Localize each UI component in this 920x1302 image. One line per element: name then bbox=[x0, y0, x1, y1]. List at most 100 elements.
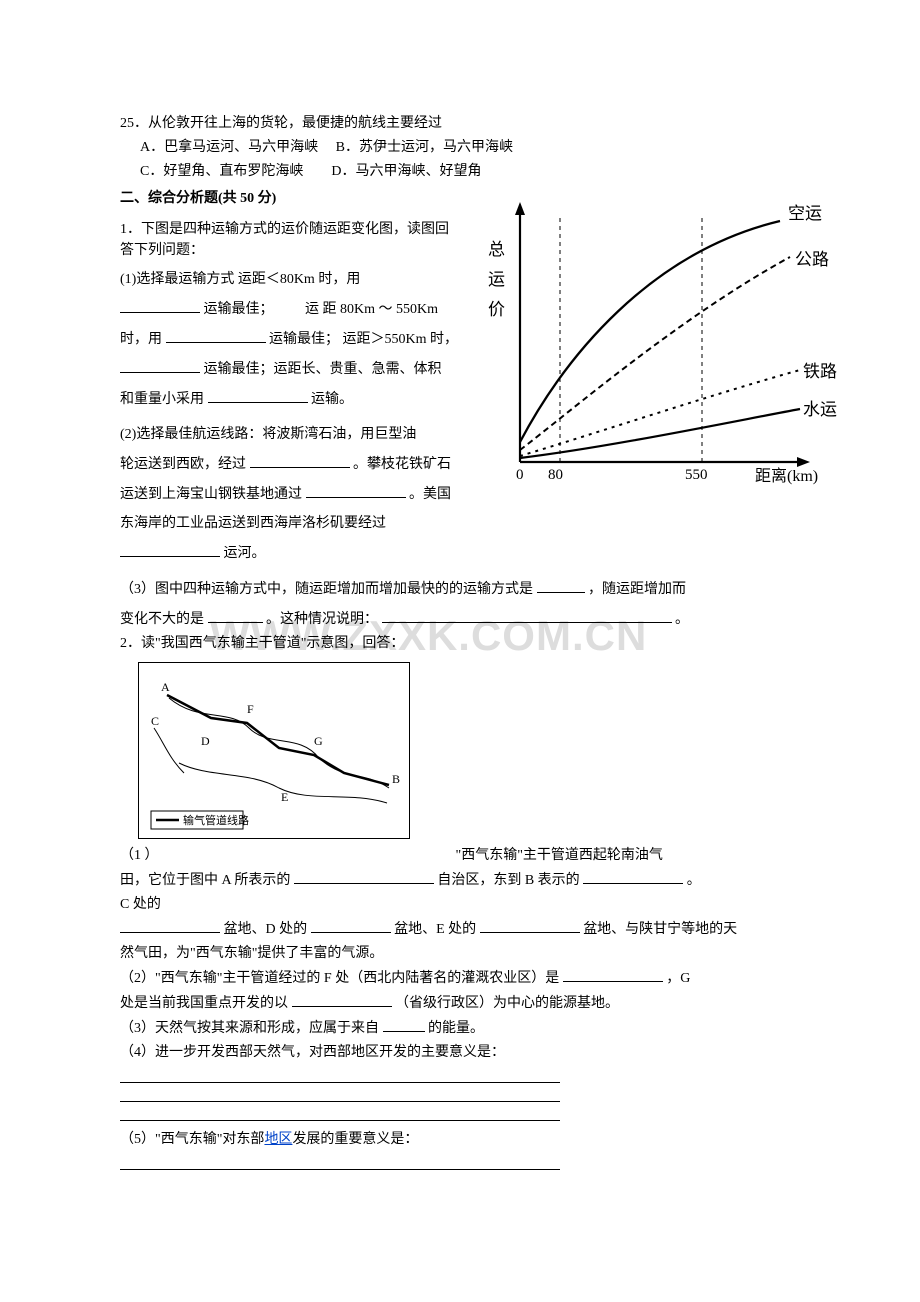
q2-p5: （5）"西气东输"对东部地区发展的重要意义是： bbox=[120, 1129, 810, 1150]
text: （省级行政区）为中心的能源基地。 bbox=[395, 996, 619, 1011]
text: 运输最佳； bbox=[204, 302, 274, 317]
text: 自治区，东到 B 表示的 bbox=[437, 873, 579, 888]
blank-row bbox=[120, 1153, 560, 1170]
q2-p1a: （1 ） "西气东输"主干管道西起轮南油气 bbox=[120, 845, 810, 866]
label-road: 公路 bbox=[795, 250, 829, 269]
pipeline-map: A B C D E F G 输气管道线路 bbox=[138, 662, 410, 839]
text: 运河。 bbox=[224, 546, 266, 561]
text: （5）"西气东输"对东部 bbox=[120, 1132, 264, 1147]
blank bbox=[166, 328, 266, 343]
q25-opt-d: D．马六甲海峡、好望角 bbox=[331, 164, 481, 179]
blank bbox=[120, 358, 200, 373]
svg-text:E: E bbox=[281, 790, 288, 804]
label-air: 空运 bbox=[788, 204, 822, 223]
blank bbox=[250, 453, 350, 468]
text: 盆地、E 处的 bbox=[394, 922, 476, 937]
q1-p2a: (2)选择最佳航运线路：将波斯湾石油，用巨型油 bbox=[120, 424, 460, 445]
text: （1 ） bbox=[120, 848, 159, 863]
q2-p2a: （2）"西气东输"主干管道经过的 F 处（西北内陆著名的灌溉农业区）是 ，G bbox=[120, 967, 810, 989]
q2-layout: A B C D E F G 输气管道线路 （1 ） "西气东输"主干管道西起轮南… bbox=[120, 662, 810, 1170]
blank bbox=[537, 578, 585, 593]
blank bbox=[311, 918, 391, 933]
text: 。 bbox=[687, 873, 701, 888]
svg-text:B: B bbox=[392, 772, 400, 786]
label-water: 水运 bbox=[803, 400, 837, 419]
q2-p1b: 田，它位于图中 A 所表示的 自治区，东到 B 表示的 。 bbox=[120, 869, 810, 891]
series-air bbox=[520, 221, 780, 442]
svg-text:F: F bbox=[247, 702, 254, 716]
q2-p1c: C 处的 bbox=[120, 894, 810, 915]
y-label-1: 总 bbox=[488, 240, 505, 259]
blank bbox=[306, 483, 406, 498]
blank-row bbox=[120, 1104, 560, 1121]
svg-text:D: D bbox=[201, 734, 210, 748]
q25-row2: C．好望角、直布罗陀海峡 D．马六甲海峡、好望角 bbox=[140, 161, 810, 182]
q2-p2b: 处是当前我国重点开发的以 （省级行政区）为中心的能源基地。 bbox=[120, 992, 810, 1014]
blank bbox=[294, 869, 434, 884]
q25-opt-b: B．苏伊士运河，马六甲海峡 bbox=[336, 140, 513, 155]
text: 发展的重要意义是： bbox=[292, 1132, 418, 1147]
x-axis-label: 距离(km) bbox=[755, 467, 818, 485]
blank bbox=[120, 542, 220, 557]
blank bbox=[382, 608, 672, 623]
y-label-2: 运 bbox=[488, 270, 505, 289]
q25-opt-a: A．巴拿马运河、马六甲海峡 bbox=[140, 140, 318, 155]
text: "西气东输"主干管道西起轮南油气 bbox=[456, 848, 663, 863]
text: （3）天然气按其来源和形成，应属于来自 bbox=[120, 1021, 379, 1036]
xtick-80: 80 bbox=[548, 467, 563, 483]
q1-p1d: 运输最佳；运距长、贵重、急需、体积 bbox=[120, 358, 460, 380]
q1-p2e: 运河。 bbox=[120, 542, 460, 564]
text: 运送到上海宝山钢铁基地通过 bbox=[120, 487, 302, 502]
svg-text:G: G bbox=[314, 734, 323, 748]
q1-p2d: 东海岸的工业品运送到西海岸洛杉矶要经过 bbox=[120, 513, 460, 534]
text: 变化不大的是 bbox=[120, 612, 204, 627]
text: 。美国 bbox=[409, 487, 451, 502]
text: 。 bbox=[675, 612, 689, 627]
question-1: 0 80 550 距离(km) 总 运 价 空运 公路 铁路 bbox=[120, 219, 810, 630]
q2-p1d: 盆地、D 处的 盆地、E 处的 盆地、与陕甘宁等地的天 bbox=[120, 918, 810, 940]
blank-row bbox=[120, 1066, 560, 1083]
q1-p3b: 变化不大的是 。这种情况说明： 。 bbox=[120, 608, 810, 630]
text: 轮运送到西欧，经过 bbox=[120, 457, 246, 472]
blank bbox=[480, 918, 580, 933]
text: 盆地、与陕甘宁等地的天 bbox=[583, 922, 737, 937]
text: 运输最佳；运距长、贵重、急需、体积 bbox=[204, 362, 442, 377]
q25-stem: 25．从伦敦开往上海的货轮，最便捷的航线主要经过 bbox=[120, 113, 810, 134]
text: 田，它位于图中 A 所表示的 bbox=[120, 873, 290, 888]
text: 的能量。 bbox=[428, 1021, 484, 1036]
label-rail: 铁路 bbox=[803, 362, 837, 381]
text: （3）图中四种运输方式中，随运距增加而增加最快的的运输方式是 bbox=[120, 582, 533, 597]
series-rail bbox=[520, 370, 800, 456]
q1-p1a: (1)选择最运输方式 运距＜80Km 时，用 bbox=[120, 269, 460, 290]
q2-p4: （4）进一步开发西部天然气，对西部地区开发的主要意义是： bbox=[120, 1042, 810, 1063]
svg-text:C: C bbox=[151, 714, 159, 728]
blank bbox=[120, 918, 220, 933]
q1-p2c: 运送到上海宝山钢铁基地通过 。美国 bbox=[120, 483, 460, 505]
blank bbox=[563, 967, 663, 982]
text: 盆地、D 处的 bbox=[224, 922, 308, 937]
text: 运输最佳； 运距＞550Km 时， bbox=[269, 332, 458, 347]
text: 运 距 80Km ～ 550Km bbox=[305, 302, 438, 317]
blank bbox=[383, 1017, 425, 1032]
blank-row bbox=[120, 1085, 560, 1102]
q1-p3a: （3）图中四种运输方式中，随运距增加而增加最快的的运输方式是 ，随运距增加而 bbox=[120, 578, 810, 600]
question-25: 25．从伦敦开往上海的货轮，最便捷的航线主要经过 A．巴拿马运河、马六甲海峡 B… bbox=[120, 113, 810, 182]
freight-cost-chart: 0 80 550 距离(km) 总 运 价 空运 公路 铁路 bbox=[470, 197, 840, 497]
blank bbox=[120, 298, 200, 313]
blank bbox=[583, 869, 683, 884]
xtick-0: 0 bbox=[516, 467, 524, 483]
q1-intro: 1．下图是四种运输方式的运价随运距变化图，读图回答下列问题： bbox=[120, 219, 460, 261]
q1-p2b: 轮运送到西欧，经过 。攀枝花铁矿石 bbox=[120, 453, 460, 475]
blank bbox=[208, 388, 308, 403]
q1-p1c: 时，用 运输最佳； 运距＞550Km 时， bbox=[120, 328, 460, 350]
text: 处是当前我国重点开发的以 bbox=[120, 996, 288, 1011]
text: 运输。 bbox=[311, 392, 353, 407]
y-label-3: 价 bbox=[488, 300, 505, 319]
text: （2）"西气东输"主干管道经过的 F 处（西北内陆著名的灌溉农业区）是 bbox=[120, 971, 559, 986]
blank bbox=[292, 992, 392, 1007]
q25-opt-c: C．好望角、直布罗陀海峡 bbox=[140, 164, 303, 179]
svg-text:A: A bbox=[161, 680, 170, 694]
xtick-550: 550 bbox=[685, 467, 708, 483]
region-link[interactable]: 地区 bbox=[264, 1132, 292, 1147]
q1-p1b: 运输最佳； 运 距 80Km ～ 550Km bbox=[120, 298, 460, 320]
